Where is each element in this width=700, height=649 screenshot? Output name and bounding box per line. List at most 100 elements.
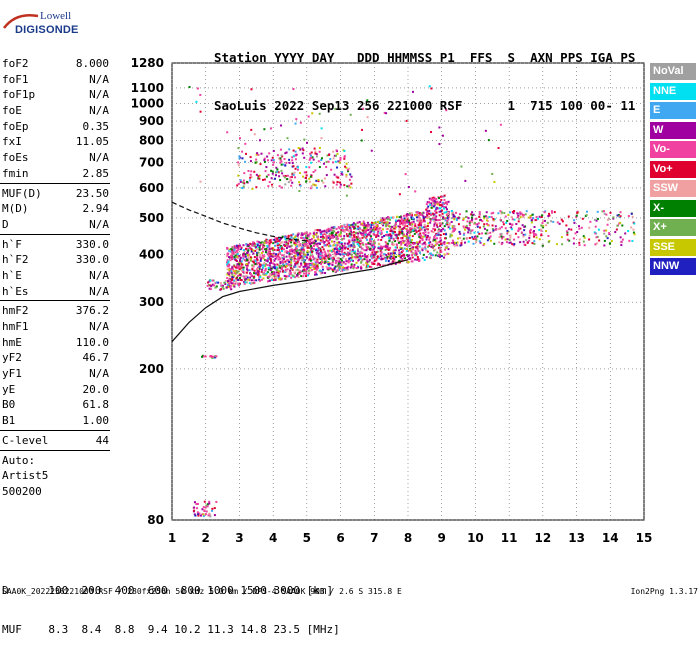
echo-dot xyxy=(291,268,294,271)
echo-dot xyxy=(333,270,336,273)
echo-dot xyxy=(294,239,297,242)
echo-dot xyxy=(468,221,471,224)
echo-dot xyxy=(370,235,373,238)
echo-dot xyxy=(506,232,509,235)
echo-dot xyxy=(233,249,236,252)
echo-dot xyxy=(343,251,346,254)
echo-dot xyxy=(440,209,443,212)
echo-dot xyxy=(403,217,406,220)
echo-dot xyxy=(523,243,526,246)
echo-dot xyxy=(430,254,433,257)
echo-dot xyxy=(565,230,568,233)
echo-dot xyxy=(401,250,404,253)
echo-dot xyxy=(246,268,249,271)
echo-dot xyxy=(388,262,391,265)
echo-dot xyxy=(270,260,273,263)
echo-dot xyxy=(339,263,342,266)
echo-dot xyxy=(354,224,357,227)
echo-dot xyxy=(442,217,445,220)
echo-dot xyxy=(348,241,351,244)
echo-dot xyxy=(330,240,333,243)
echo-dot xyxy=(284,260,287,263)
echo-dot xyxy=(299,121,302,124)
echo-dot xyxy=(355,267,358,270)
echo-dot xyxy=(349,235,352,238)
echo-dot xyxy=(339,261,342,264)
echo-dot xyxy=(319,255,322,258)
echo-dot xyxy=(230,271,233,274)
echo-dot xyxy=(349,260,352,263)
echo-dot xyxy=(346,242,349,245)
echo-dot xyxy=(437,233,440,236)
echo-dot xyxy=(477,231,480,234)
echo-dot xyxy=(438,244,441,247)
echo-dot xyxy=(312,232,315,235)
echo-dot xyxy=(281,265,284,268)
echo-dot xyxy=(279,157,282,160)
echo-dot xyxy=(391,243,394,246)
echo-dot xyxy=(353,263,356,266)
echo-dot xyxy=(258,241,261,244)
echo-dot xyxy=(432,227,435,230)
echo-dot xyxy=(513,238,516,241)
echo-dot xyxy=(289,252,292,255)
echo-dot xyxy=(307,274,310,277)
echo-dot xyxy=(277,258,280,261)
echo-dot xyxy=(222,287,225,290)
echo-dot xyxy=(380,245,383,248)
echo-dot xyxy=(327,245,330,248)
echo-dot xyxy=(279,278,282,281)
echo-dot xyxy=(419,232,422,235)
echo-dot xyxy=(540,234,543,237)
echo-dot xyxy=(283,274,286,277)
echo-dot xyxy=(373,247,376,250)
echo-dot xyxy=(441,242,444,245)
echo-dot xyxy=(279,242,282,245)
echo-dot xyxy=(350,244,353,247)
echo-dot xyxy=(240,269,243,272)
echo-dot xyxy=(287,181,290,184)
echo-dot xyxy=(243,182,246,185)
echo-dot xyxy=(445,212,448,215)
echo-dot xyxy=(246,265,249,268)
echo-dot xyxy=(350,236,353,239)
echo-dot xyxy=(597,228,600,231)
echo-dot xyxy=(376,228,379,231)
echo-dot xyxy=(501,241,504,244)
echo-dot xyxy=(482,225,485,228)
echo-dot xyxy=(228,270,231,273)
echo-dot xyxy=(403,257,406,260)
echo-dot xyxy=(237,161,240,164)
echo-dot xyxy=(361,252,364,255)
echo-dot xyxy=(550,210,553,213)
echo-dot xyxy=(434,221,437,224)
echo-dot xyxy=(347,243,350,246)
echo-dot xyxy=(396,236,399,239)
echo-dot xyxy=(431,243,434,246)
echo-dot xyxy=(423,229,426,232)
echo-dot xyxy=(277,272,280,275)
echo-dot xyxy=(353,236,356,239)
echo-dot xyxy=(306,237,309,240)
echo-dot xyxy=(280,264,283,267)
echo-dot xyxy=(447,218,450,221)
echo-dot xyxy=(332,229,335,232)
echo-dot xyxy=(462,233,465,236)
x-tick-label: 11 xyxy=(501,531,518,545)
echo-dot xyxy=(467,240,470,243)
echo-dot xyxy=(317,255,320,258)
echo-dot xyxy=(534,219,537,222)
echo-dot xyxy=(209,288,212,291)
echo-dot xyxy=(330,168,333,171)
param-row: h`F 330.0 xyxy=(0,237,113,253)
echo-dot xyxy=(560,236,563,239)
echo-dot xyxy=(281,254,284,257)
echo-dot xyxy=(278,264,281,267)
echo-dot xyxy=(330,226,333,229)
echo-dot xyxy=(338,247,341,250)
echo-dot xyxy=(298,271,301,274)
echo-dot xyxy=(424,247,427,250)
echo-dot xyxy=(419,219,422,222)
echo-dot xyxy=(336,176,339,179)
echo-dot xyxy=(343,268,346,271)
